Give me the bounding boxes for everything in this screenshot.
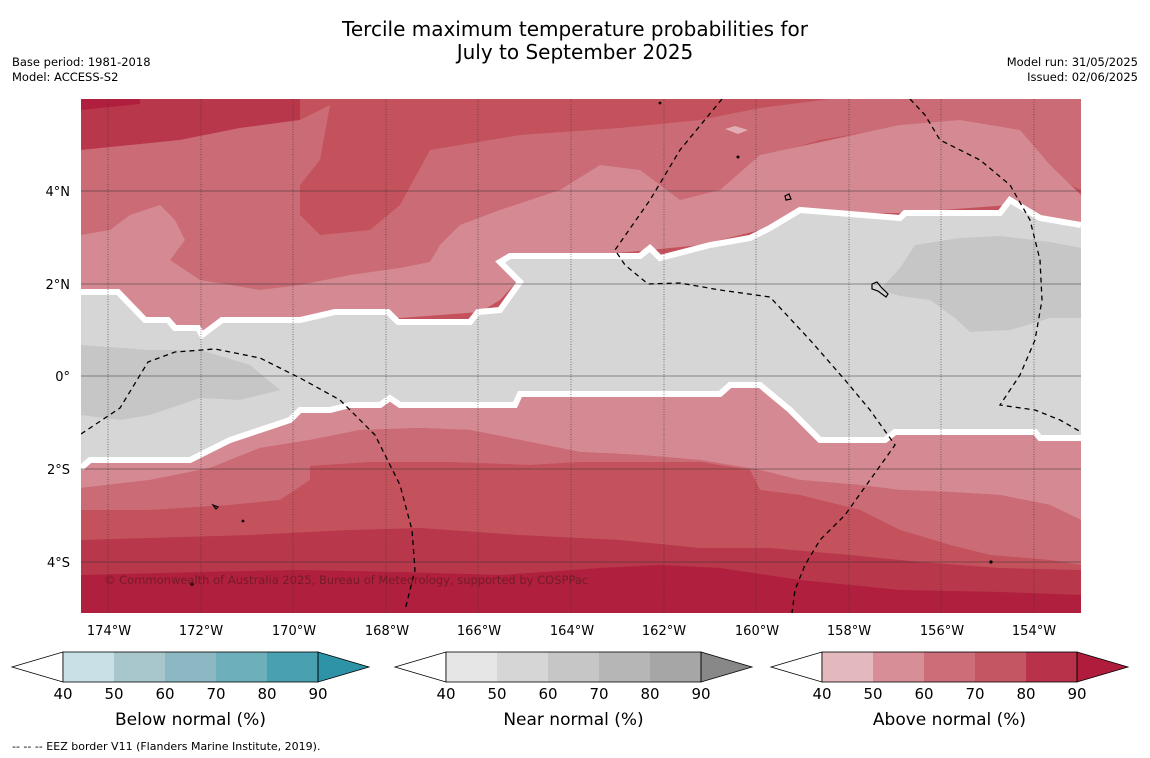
lat-label: 2°N — [46, 278, 71, 293]
above-60-70-region-s — [81, 428, 1081, 565]
colorbar-title: Below normal (%) — [115, 710, 266, 730]
lat-label: 4°S — [47, 556, 70, 571]
lon-label: 168°W — [365, 624, 409, 639]
colorbar-over-arrow — [317, 651, 371, 683]
colorbar-title: Above normal (%) — [873, 710, 1026, 730]
near-normal-40-50-region — [81, 200, 1081, 468]
latitude-labels: 4°N 2°N 0° 2°S 4°S — [46, 185, 71, 571]
model-name: Model: ACCESS-S2 — [12, 70, 119, 84]
colorbar-legend: 40 50 60 70 80 90 Above normal (%) — [769, 651, 1130, 730]
above-50-60-region-s — [81, 385, 1081, 520]
colorbar-title: Near normal (%) — [503, 710, 643, 730]
graticule — [107, 99, 1035, 613]
meta-right: Model run: 31/05/2025 Issued: 02/06/2025 — [1007, 55, 1138, 85]
lat-label: 4°N — [46, 185, 71, 200]
colorbar-tick-label: 80 — [1016, 685, 1035, 703]
colorbar-tick-label: 40 — [812, 685, 831, 703]
lon-label: 166°W — [457, 624, 501, 639]
colorbar-over-arrow — [700, 651, 754, 683]
colorbar-segment — [216, 652, 267, 682]
colorbar-under-arrow — [393, 651, 447, 683]
colorbar-outline — [445, 651, 702, 683]
lon-label: 174°W — [87, 624, 131, 639]
copyright-text: © Commonwealth of Australia 2025, Bureau… — [104, 573, 588, 587]
colorbar-tick-label: 60 — [538, 685, 557, 703]
colorbar-tick-label: 70 — [206, 685, 225, 703]
colorbar-tick-label: 80 — [640, 685, 659, 703]
colorbar-segment — [873, 652, 924, 682]
forty-percent-contour-south — [81, 382, 1081, 471]
colorbar-outline — [62, 651, 319, 683]
colorbar-segment — [63, 652, 114, 682]
lon-label: 170°W — [272, 624, 316, 639]
colorbar-tick-label: 50 — [487, 685, 506, 703]
colorbar-tick-label: 70 — [965, 685, 984, 703]
probability-field: © Commonwealth of Australia 2025, Bureau… — [81, 99, 1081, 613]
colorbar-segment — [548, 652, 599, 682]
colorbar-tick-label: 80 — [257, 685, 276, 703]
forty-percent-contour-north — [81, 196, 1081, 340]
colorbar-tick-label: 90 — [1067, 685, 1086, 703]
lat-label: 2°S — [47, 463, 70, 478]
latitude-lines — [81, 190, 1081, 563]
colorbar-segment — [446, 652, 497, 682]
colorbar-legend: 40 50 60 70 80 90 Near normal (%) — [393, 651, 754, 730]
eez-borders — [81, 99, 1081, 613]
colorbar-over-arrow — [1076, 651, 1130, 683]
near-normal-50-60-region-w — [81, 345, 280, 420]
colorbar-tick-label: 40 — [436, 685, 455, 703]
colorbar-segment — [650, 652, 701, 682]
colorbar-outline — [821, 651, 1078, 683]
colorbar-tick-label: 50 — [863, 685, 882, 703]
title-line-2: July to September 2025 — [456, 40, 694, 64]
colorbar-segment — [822, 652, 873, 682]
colorbar-under-arrow — [769, 651, 823, 683]
above-90-region-s — [81, 565, 1081, 613]
base-period: Base period: 1981-2018 — [12, 55, 151, 69]
lon-label: 164°W — [550, 624, 594, 639]
meta-left: Base period: 1981-2018 Model: ACCESS-S2 — [12, 55, 151, 85]
colorbar-tick-label: 60 — [155, 685, 174, 703]
lon-label: 158°W — [827, 624, 871, 639]
lon-label: 172°W — [179, 624, 223, 639]
colorbar-segment — [599, 652, 650, 682]
colorbar-segment — [924, 652, 975, 682]
above-80-90-region-nw — [81, 99, 300, 150]
lat-label: 0° — [55, 370, 70, 385]
colorbars: 40 50 60 70 80 90 Below normal (%) 40 50 60 70 80 90… — [10, 651, 1130, 730]
colorbar-legend: 40 50 60 70 80 90 Below normal (%) — [10, 651, 371, 730]
colorbar-segment — [165, 652, 216, 682]
colorbar-segment — [267, 652, 318, 682]
lon-label: 154°W — [1012, 624, 1056, 639]
colorbar-segment — [497, 652, 548, 682]
model-run: Model run: 31/05/2025 — [1006, 55, 1138, 69]
lon-label: 156°W — [920, 624, 964, 639]
above-90-region-nw — [81, 99, 140, 110]
above-50-60-region-n — [81, 120, 1081, 332]
colorbar-under-arrow — [10, 651, 64, 683]
map-title: Tercile maximum temperature probabilitie… — [0, 18, 1150, 64]
colorbar-segment — [975, 652, 1026, 682]
lon-label: 162°W — [642, 624, 686, 639]
colorbar-tick-label: 90 — [691, 685, 710, 703]
colorbar-segment — [114, 652, 165, 682]
colorbar-tick-label: 40 — [53, 685, 72, 703]
small-contour-patch — [725, 126, 748, 134]
lon-label: 160°W — [735, 624, 779, 639]
issued-date: Issued: 02/06/2025 — [1027, 70, 1138, 84]
colorbar-tick-label: 70 — [589, 685, 608, 703]
colorbar-tick-label: 90 — [308, 685, 327, 703]
islands — [190, 101, 993, 586]
colorbar-tick-label: 50 — [104, 685, 123, 703]
colorbar-tick-label: 60 — [914, 685, 933, 703]
eez-footnote: -- -- -- EEZ border V11 (Flanders Marine… — [12, 740, 321, 753]
colorbar-segment — [1026, 652, 1077, 682]
longitude-labels: 174°W 172°W 170°W 168°W 166°W 164°W 162°… — [87, 624, 1056, 639]
title-line-1: Tercile maximum temperature probabilitie… — [342, 17, 808, 41]
